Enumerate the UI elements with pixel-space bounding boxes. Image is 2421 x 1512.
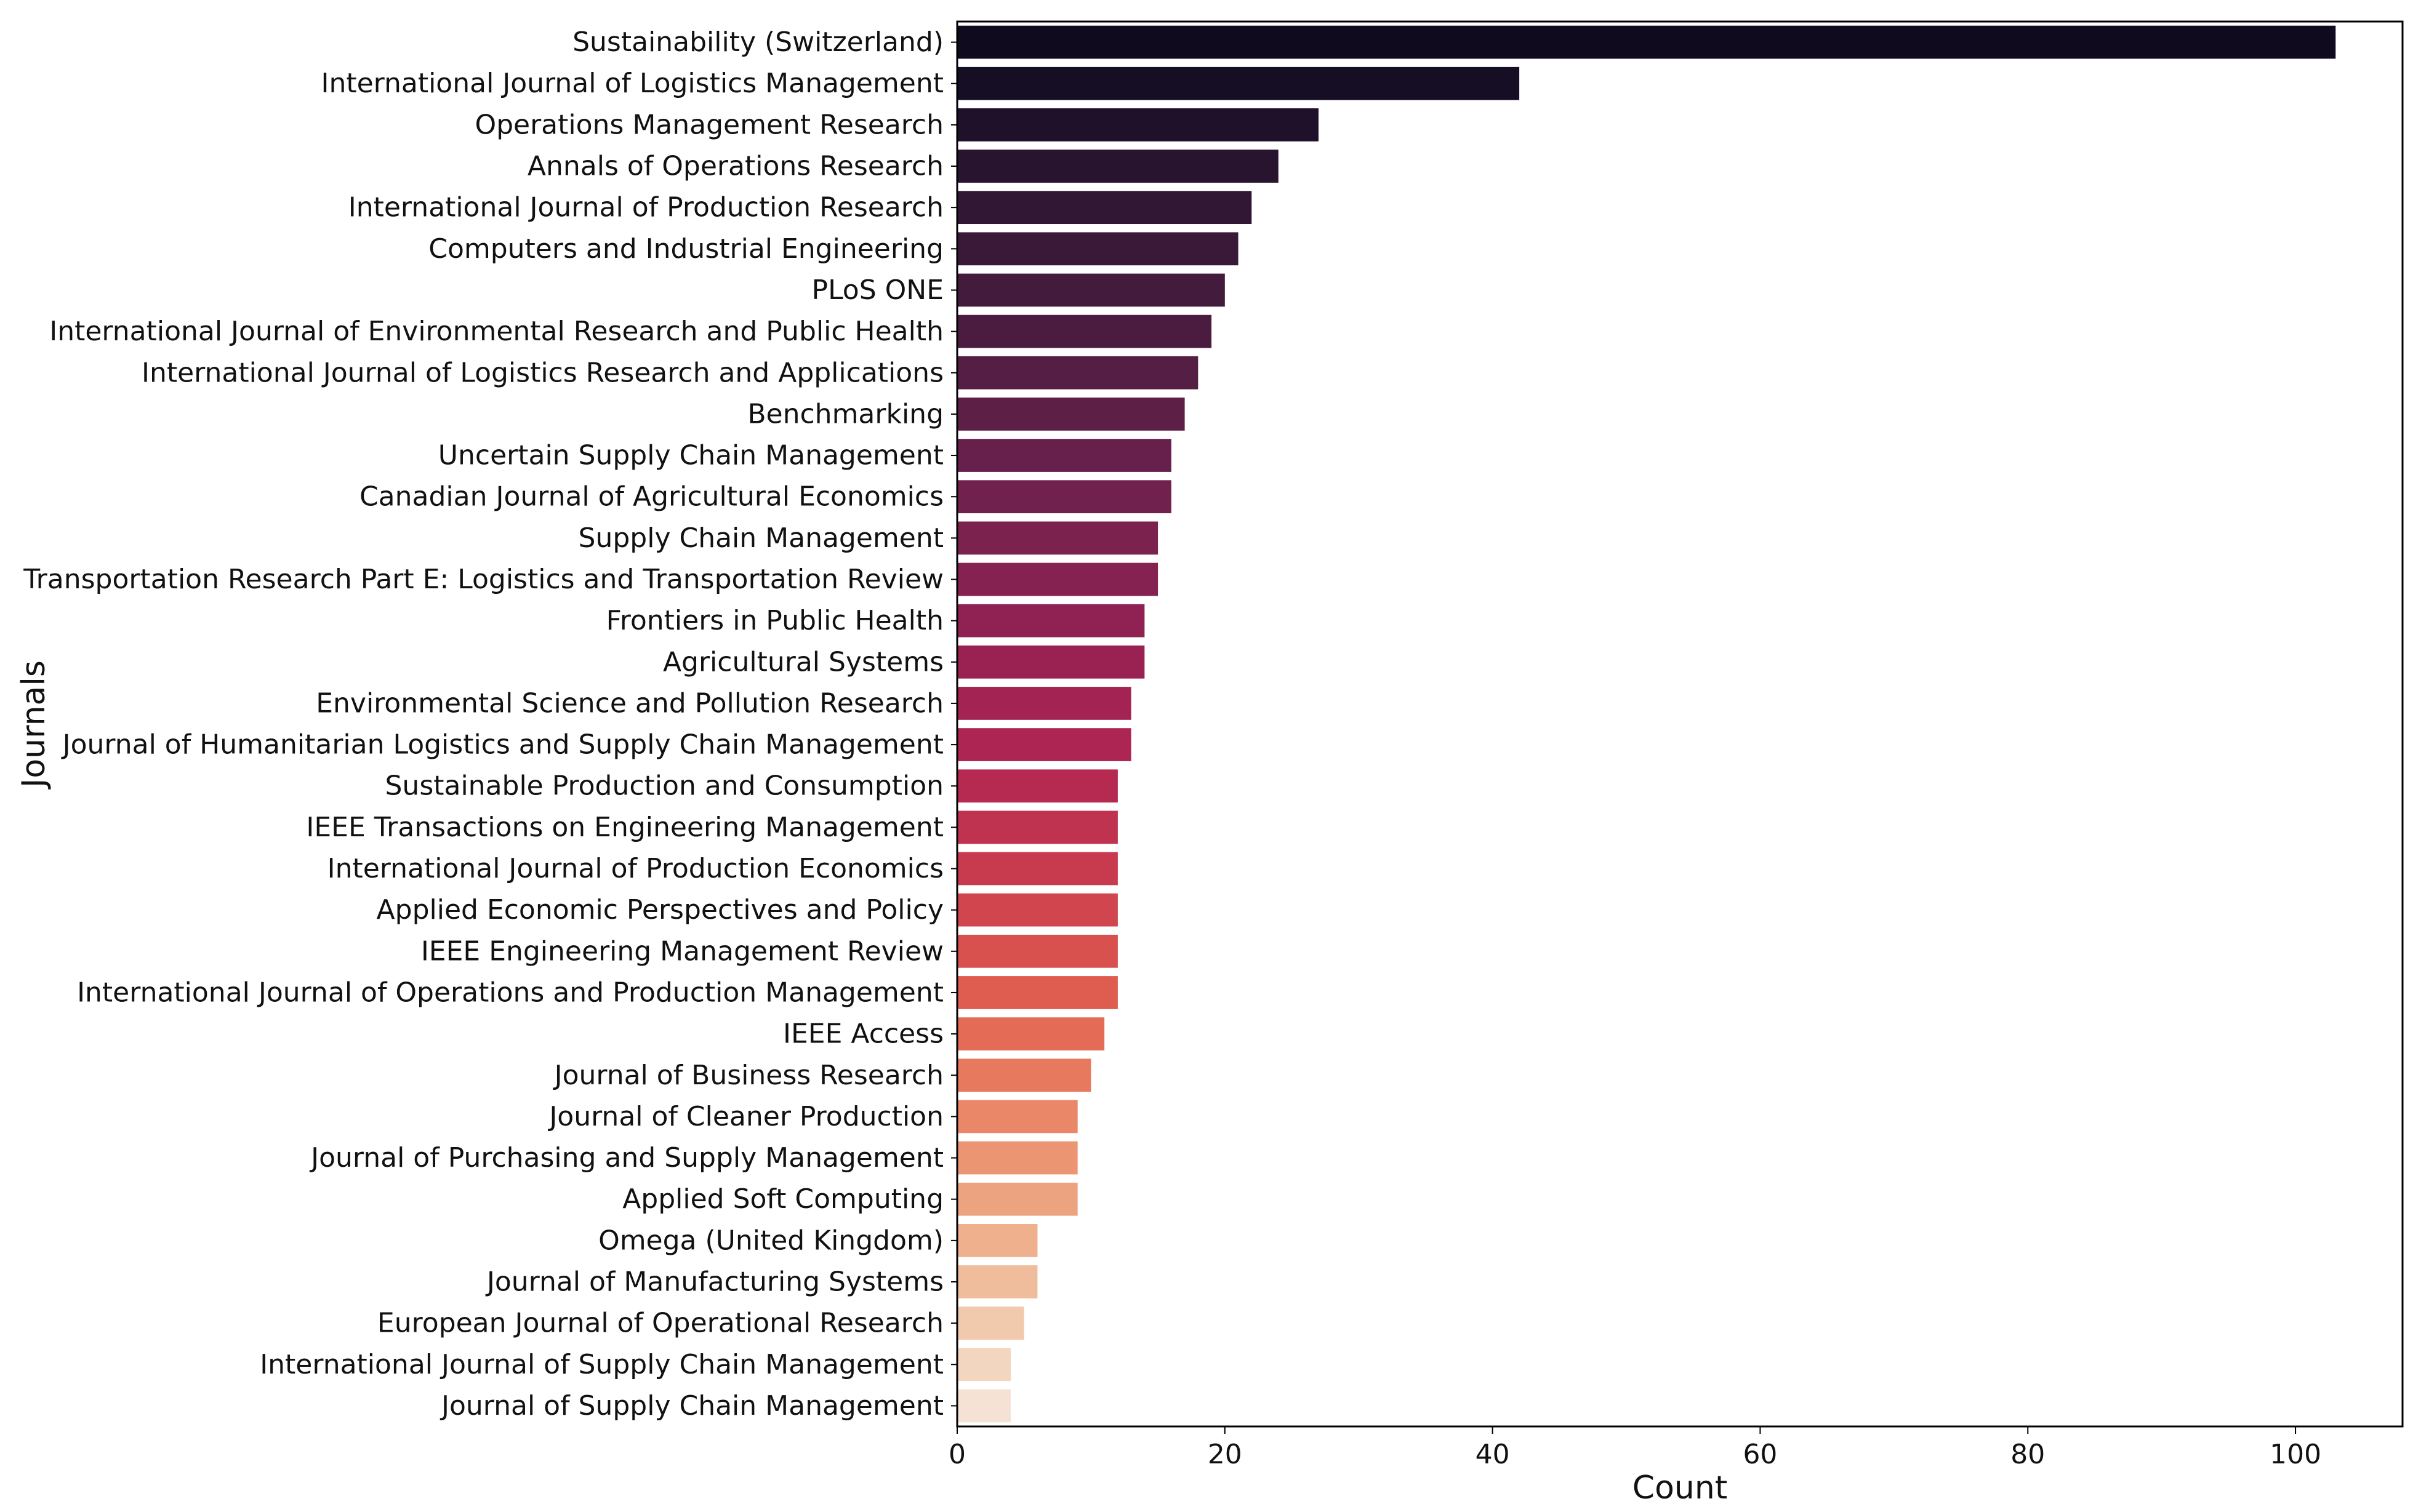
y-tick-label: Journal of Manufacturing Systems — [485, 1266, 944, 1297]
bar — [957, 1348, 1011, 1382]
bar — [957, 562, 1158, 596]
x-axis-ticks: 0 20 40 60 80 100 — [949, 1426, 2321, 1470]
y-tick-label: Supply Chain Management — [579, 522, 944, 554]
y-tick-label: Annals of Operations Research — [528, 151, 944, 182]
bar — [957, 1223, 1038, 1257]
bar — [957, 108, 1319, 142]
bar — [957, 25, 2336, 59]
y-tick-label: International Journal of Environmental R… — [49, 316, 944, 347]
x-tick-label: 0 — [949, 1439, 966, 1470]
y-tick-label: Agricultural Systems — [663, 646, 944, 678]
bar — [957, 1100, 1078, 1134]
y-tick-label: Sustainability (Switzerland) — [572, 26, 944, 58]
y-tick-label: International Journal of Production Rese… — [348, 192, 944, 223]
y-tick-label: Transportation Research Part E: Logistic… — [23, 564, 944, 595]
bar — [957, 1265, 1038, 1298]
y-tick-label: Applied Economic Perspectives and Policy — [377, 894, 944, 926]
bar — [957, 66, 1520, 100]
y-tick-label: Journal of Purchasing and Supply Managem… — [309, 1142, 944, 1174]
y-tick-label: Operations Management Research — [475, 109, 944, 140]
x-axis-title: Count — [1632, 1470, 1727, 1506]
y-tick-label: International Journal of Operations and … — [77, 977, 944, 1008]
x-tick-label: 100 — [2270, 1439, 2321, 1470]
bar — [957, 191, 1252, 225]
y-tick-label: PLoS ONE — [812, 274, 944, 306]
y-tick-label: European Journal of Operational Research — [377, 1308, 944, 1339]
bar — [957, 604, 1145, 638]
bar — [957, 398, 1185, 431]
y-tick-label: Benchmarking — [747, 398, 944, 430]
y-tick-label: Omega (United Kingdom) — [598, 1225, 944, 1256]
y-tick-label: Applied Soft Computing — [622, 1183, 944, 1215]
y-tick-label: Journal of Business Research — [553, 1060, 944, 1091]
y-tick-label: International Journal of Supply Chain Ma… — [260, 1349, 944, 1380]
plot-frame — [956, 20, 2404, 1428]
y-tick-label: Computers and Industrial Engineering — [428, 233, 944, 265]
y-axis-title: Journals — [15, 660, 52, 790]
bar — [957, 893, 1118, 927]
y-tick-label: Uncertain Supply Chain Management — [438, 440, 944, 471]
bar — [957, 273, 1225, 307]
bar — [957, 934, 1118, 968]
x-tick-label: 60 — [1743, 1439, 1777, 1470]
bar — [957, 687, 1131, 720]
bar — [957, 232, 1239, 266]
bar — [957, 1389, 1011, 1423]
bars-group — [957, 25, 2336, 1423]
bar — [957, 1058, 1091, 1092]
bar — [957, 1182, 1078, 1216]
y-tick-label: Frontiers in Public Health — [606, 605, 944, 636]
y-tick-label: International Journal of Production Econ… — [327, 853, 944, 884]
y-tick-label: Journal of Cleaner Production — [547, 1101, 944, 1132]
bar — [957, 852, 1118, 886]
bar — [957, 769, 1118, 803]
bar — [957, 314, 1212, 348]
x-tick-label: 80 — [2010, 1439, 2045, 1470]
bar — [957, 521, 1158, 555]
y-tick-label: Canadian Journal of Agricultural Economi… — [359, 481, 944, 513]
y-tick-label: IEEE Transactions on Engineering Managem… — [306, 812, 944, 843]
bar — [957, 150, 1279, 183]
bar — [957, 976, 1118, 1009]
y-tick-label: IEEE Engineering Management Review — [421, 935, 944, 967]
bar — [957, 1017, 1105, 1050]
x-tick-label: 40 — [1475, 1439, 1510, 1470]
y-tick-label: Sustainable Production and Consumption — [385, 770, 944, 802]
y-tick-label: Journal of Supply Chain Management — [440, 1390, 944, 1422]
bar — [957, 439, 1171, 472]
x-tick-label: 20 — [1208, 1439, 1242, 1470]
bar — [957, 1141, 1078, 1175]
bar — [957, 810, 1118, 844]
bar — [957, 356, 1198, 390]
y-tick-label: Environmental Science and Pollution Rese… — [316, 687, 944, 719]
y-tick-label: Journal of Humanitarian Logistics and Su… — [61, 729, 944, 761]
bar — [957, 1306, 1024, 1340]
bar — [957, 728, 1131, 761]
category-labels: Sustainability (Switzerland) Internationa… — [23, 26, 957, 1422]
bar — [957, 645, 1145, 679]
y-tick-label: International Journal of Logistics Resea… — [142, 357, 944, 388]
y-tick-label: International Journal of Logistics Manag… — [321, 68, 944, 99]
y-tick-label: IEEE Access — [783, 1018, 944, 1050]
bar — [957, 480, 1171, 514]
